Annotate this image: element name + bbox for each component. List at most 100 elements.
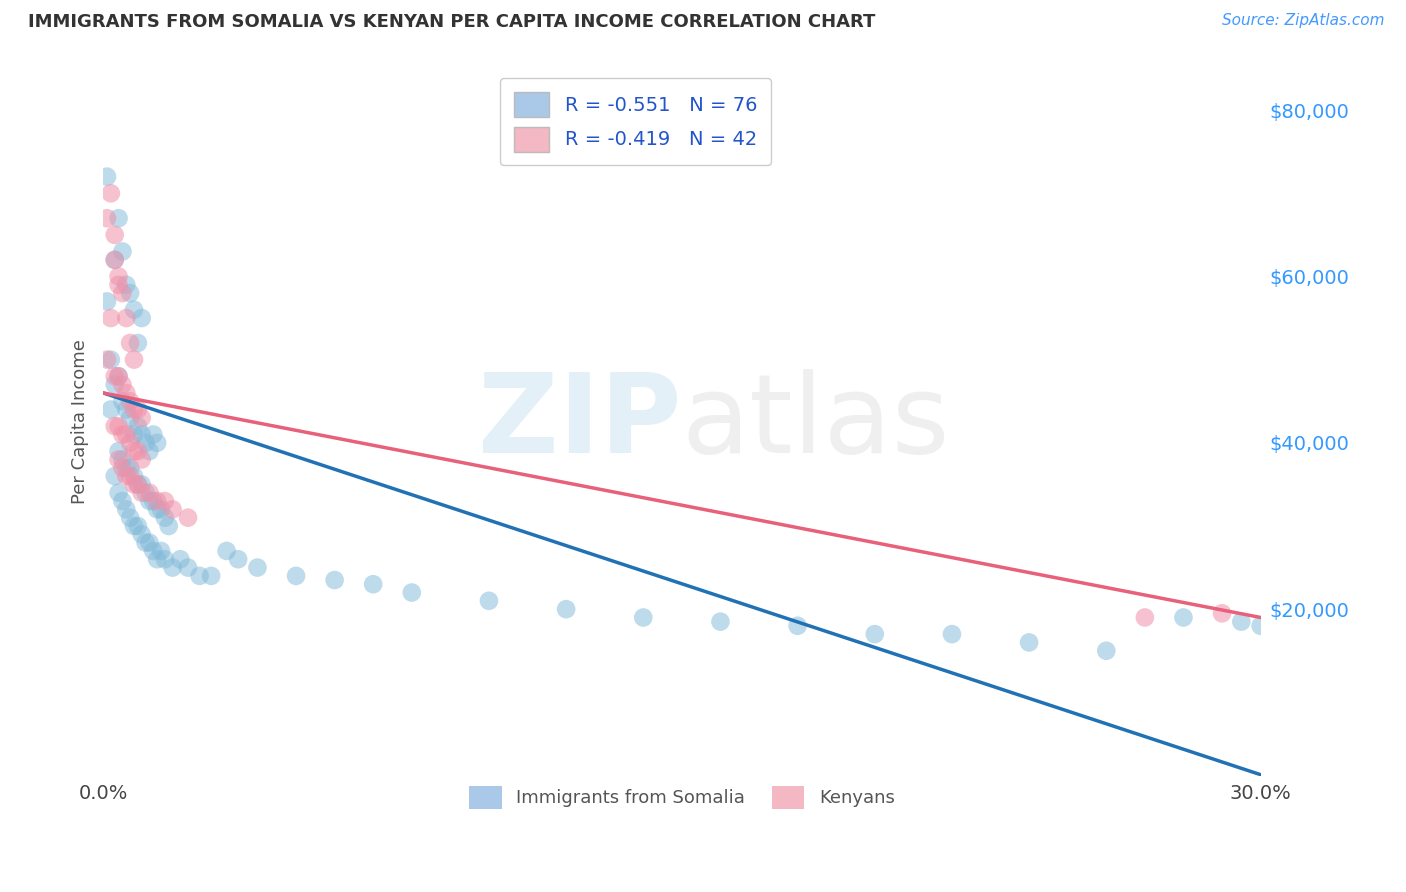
Point — [115, 277, 138, 292]
Point — [285, 569, 308, 583]
Point — [104, 377, 127, 392]
Point — [96, 211, 118, 226]
Point — [122, 519, 145, 533]
Point — [555, 602, 578, 616]
Point — [169, 552, 191, 566]
Point — [135, 535, 157, 549]
Point — [1250, 619, 1272, 633]
Point — [107, 269, 129, 284]
Point — [107, 369, 129, 384]
Point — [138, 485, 160, 500]
Point — [115, 311, 138, 326]
Point — [153, 510, 176, 524]
Point — [122, 444, 145, 458]
Point — [146, 494, 169, 508]
Point — [177, 510, 200, 524]
Point — [138, 444, 160, 458]
Text: Source: ZipAtlas.com: Source: ZipAtlas.com — [1222, 13, 1385, 29]
Point — [138, 535, 160, 549]
Point — [200, 569, 222, 583]
Point — [115, 402, 138, 417]
Point — [100, 186, 122, 201]
Point — [709, 615, 731, 629]
Point — [633, 610, 655, 624]
Point — [111, 377, 134, 392]
Point — [361, 577, 384, 591]
Point — [122, 402, 145, 417]
Point — [131, 477, 153, 491]
Point — [142, 544, 165, 558]
Point — [107, 452, 129, 467]
Point — [127, 419, 149, 434]
Text: ZIP: ZIP — [478, 368, 682, 475]
Point — [127, 336, 149, 351]
Point — [153, 552, 176, 566]
Point — [941, 627, 963, 641]
Point — [138, 494, 160, 508]
Point — [131, 452, 153, 467]
Point — [146, 435, 169, 450]
Point — [120, 435, 142, 450]
Point — [1173, 610, 1195, 624]
Point — [127, 402, 149, 417]
Point — [1095, 644, 1118, 658]
Point — [1018, 635, 1040, 649]
Point — [104, 419, 127, 434]
Point — [107, 211, 129, 226]
Point — [401, 585, 423, 599]
Point — [120, 286, 142, 301]
Point — [131, 527, 153, 541]
Point — [131, 485, 153, 500]
Point — [127, 477, 149, 491]
Point — [104, 252, 127, 267]
Point — [135, 435, 157, 450]
Point — [96, 352, 118, 367]
Point — [107, 419, 129, 434]
Point — [96, 169, 118, 184]
Point — [1230, 615, 1253, 629]
Point — [122, 477, 145, 491]
Point — [111, 452, 134, 467]
Y-axis label: Per Capita Income: Per Capita Income — [72, 340, 89, 505]
Point — [153, 494, 176, 508]
Point — [100, 311, 122, 326]
Point — [226, 552, 249, 566]
Point — [131, 410, 153, 425]
Point — [104, 252, 127, 267]
Point — [111, 286, 134, 301]
Point — [157, 519, 180, 533]
Point — [1133, 610, 1156, 624]
Point — [107, 444, 129, 458]
Point — [142, 494, 165, 508]
Point — [146, 502, 169, 516]
Point — [100, 402, 122, 417]
Point — [115, 502, 138, 516]
Point — [150, 544, 173, 558]
Point — [115, 427, 138, 442]
Point — [162, 502, 184, 516]
Point — [111, 494, 134, 508]
Point — [142, 427, 165, 442]
Point — [120, 460, 142, 475]
Point — [135, 485, 157, 500]
Text: IMMIGRANTS FROM SOMALIA VS KENYAN PER CAPITA INCOME CORRELATION CHART: IMMIGRANTS FROM SOMALIA VS KENYAN PER CA… — [28, 13, 876, 31]
Point — [115, 460, 138, 475]
Point — [122, 427, 145, 442]
Legend: Immigrants from Somalia, Kenyans: Immigrants from Somalia, Kenyans — [461, 779, 903, 816]
Point — [246, 560, 269, 574]
Point — [107, 277, 129, 292]
Point — [146, 552, 169, 566]
Point — [107, 485, 129, 500]
Point — [122, 352, 145, 367]
Point — [120, 510, 142, 524]
Point — [188, 569, 211, 583]
Point — [120, 336, 142, 351]
Point — [323, 573, 346, 587]
Point — [215, 544, 238, 558]
Point — [863, 627, 886, 641]
Point — [120, 410, 142, 425]
Point — [786, 619, 808, 633]
Point — [104, 369, 127, 384]
Point — [96, 294, 118, 309]
Point — [177, 560, 200, 574]
